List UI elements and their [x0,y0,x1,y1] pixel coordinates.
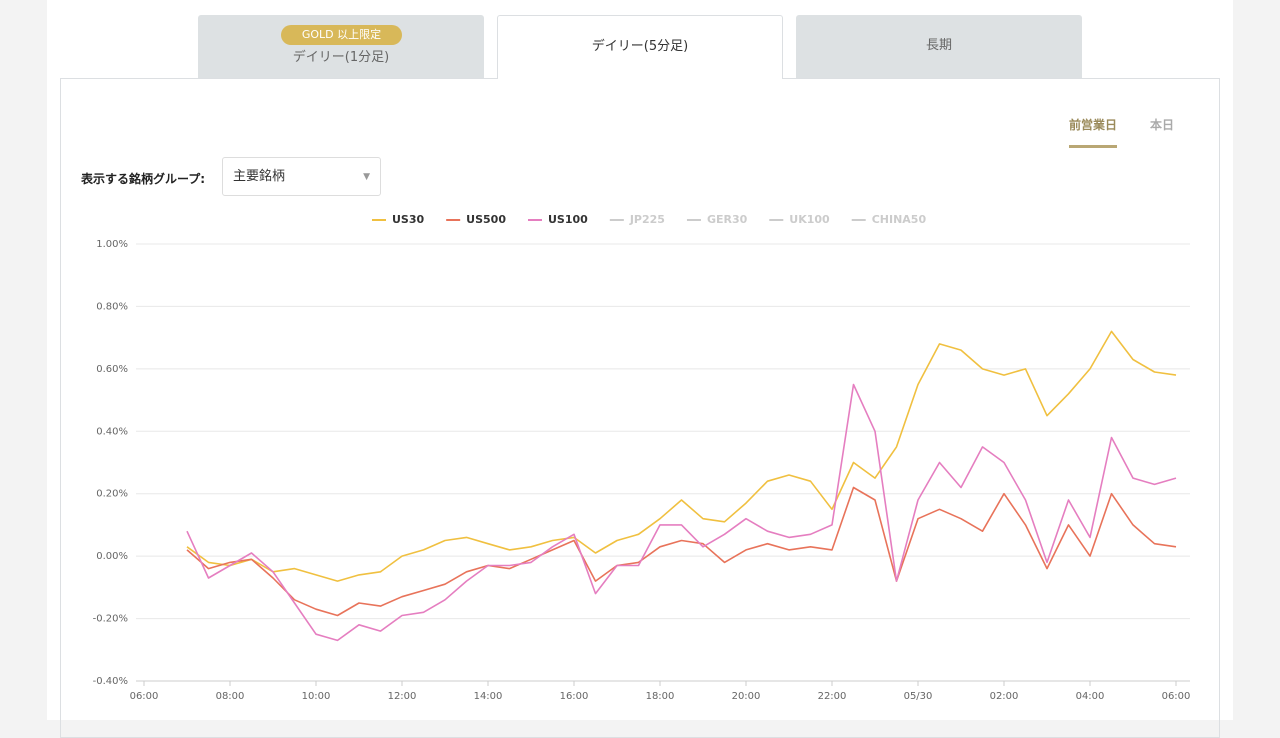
x-tick-label: 22:00 [818,691,847,702]
legend-label: US500 [466,213,506,226]
series-line [186,330,1177,582]
y-tick-label: 0.60% [96,364,128,375]
select-value: 主要銘柄 [233,169,286,184]
x-tick-label: 14:00 [474,691,503,702]
y-tick-label: 0.80% [96,301,128,312]
y-tick-label: 0.40% [96,426,128,437]
period-button[interactable]: 前営業日 [1069,116,1118,148]
x-tick-label: 02:00 [990,691,1019,702]
tab-active[interactable]: デイリー(5分足) [497,15,783,79]
page: デイリー(1分足) GOLD 以上限定 デイリー(5分足) 長期 前営業日 本日… [47,0,1233,738]
tab[interactable]: 長期 [796,15,1082,78]
period-button[interactable]: 本日 [1150,118,1175,132]
x-tick-label: 06:00 [1162,691,1191,702]
x-tick-label: 05/30 [904,691,933,702]
gold-badge: GOLD 以上限定 [281,25,402,45]
group-select[interactable]: 主要銘柄 ▼ [222,157,381,196]
y-tick-label: -0.40% [93,676,128,687]
legend-label-inactive: JP225 [629,213,665,226]
x-tick-label: 16:00 [560,691,589,702]
x-tick-label: 18:00 [646,691,675,702]
series-line [186,383,1177,642]
legend-label: US30 [392,213,425,226]
x-tick-label: 04:00 [1076,691,1105,702]
legend-label: US100 [548,213,588,226]
x-tick-label: 12:00 [388,691,417,702]
y-tick-label: 0.20% [96,489,128,500]
y-tick-label: 1.00% [96,239,128,250]
y-tick-label: -0.20% [93,614,128,625]
x-tick-label: 08:00 [216,691,245,702]
x-tick-label: 10:00 [302,691,331,702]
series-line [186,486,1177,617]
chart: -0.40% -0.20% 0.00% 0.20% 0.40% 0.60% 0.80% 1.0… [93,213,1191,702]
panel [47,0,1233,720]
legend-label-inactive: GER30 [707,213,748,226]
legend-label-inactive: UK100 [789,213,830,226]
x-tick-label: 06:00 [130,691,159,702]
legend-label-inactive: CHINA50 [872,213,927,226]
group-label: 表示する銘柄グループ: [81,172,206,186]
y-tick-label: 0.00% [96,551,128,562]
x-tick-label: 20:00 [732,691,761,702]
